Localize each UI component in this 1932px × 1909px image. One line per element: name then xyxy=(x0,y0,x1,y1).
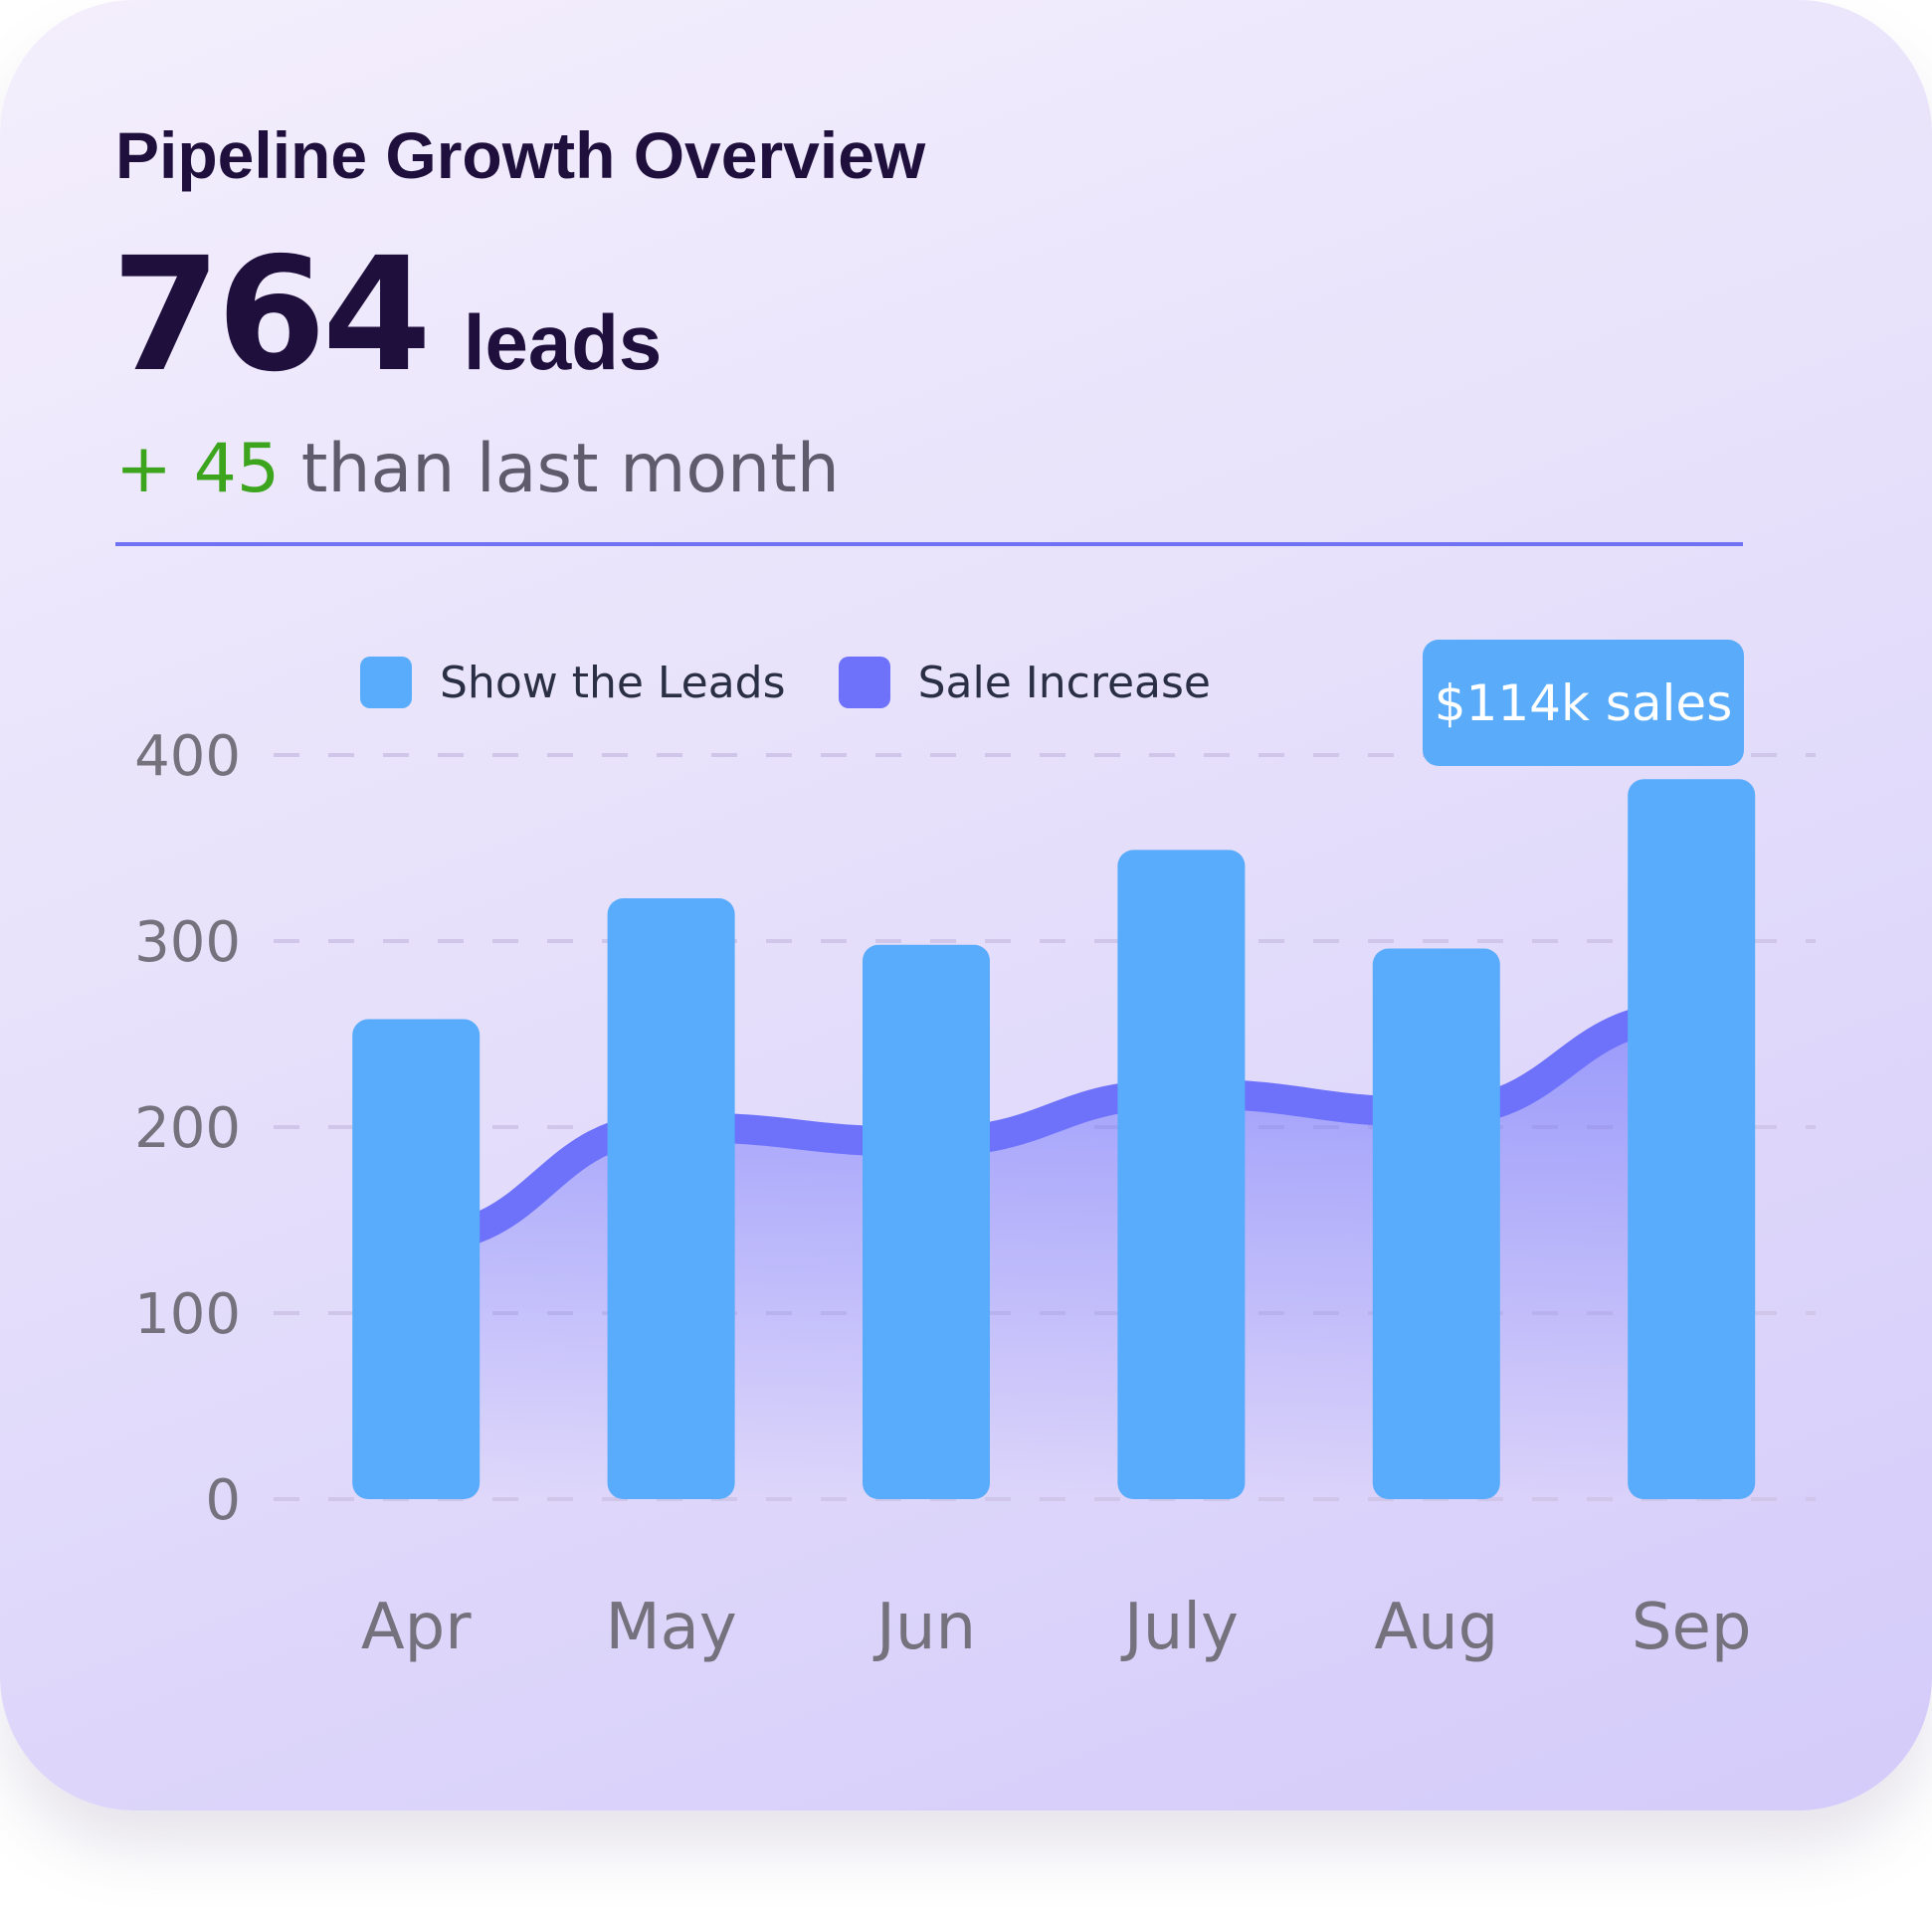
bar-jun xyxy=(863,944,990,1499)
bar-apr xyxy=(352,1019,481,1499)
legend-item-leads[interactable]: Show the Leads xyxy=(360,657,786,708)
kpi-row: 764 leads xyxy=(111,224,662,407)
card-title: Pipeline Growth Overview xyxy=(115,118,926,192)
bar-july xyxy=(1117,850,1246,1499)
sales-badge: $114k sales xyxy=(1423,640,1744,766)
y-tick-label: 200 xyxy=(134,1096,241,1161)
leads-chart: 400 300 200 100 0 Apr May Jun July Aug Sep xyxy=(134,724,1816,1664)
legend-item-sales[interactable]: Sale Increase xyxy=(838,657,1212,708)
x-tick-label: May xyxy=(605,1591,736,1664)
y-tick-label: 300 xyxy=(134,910,241,975)
x-tick-label: Aug xyxy=(1374,1591,1498,1664)
change-prefix: + xyxy=(115,430,172,508)
x-tick-label: Sep xyxy=(1632,1591,1752,1664)
sales-badge-label: $114k sales xyxy=(1434,673,1733,732)
bar-may xyxy=(607,897,735,1499)
chart-legend: Show the Leads Sale Increase xyxy=(360,657,1258,712)
kpi-unit: leads xyxy=(463,298,663,386)
y-tick-label: 400 xyxy=(134,724,241,789)
y-tick-label: 0 xyxy=(205,1468,241,1533)
y-tick-label: 100 xyxy=(134,1282,241,1347)
kpi-value: 764 xyxy=(111,224,432,407)
legend-label-sales: Sale Increase xyxy=(917,657,1212,708)
pipeline-card: Pipeline Growth Overview 764 leads + 45 t… xyxy=(0,0,1932,1811)
divider xyxy=(115,542,1743,546)
x-tick-label: Apr xyxy=(361,1591,472,1664)
legend-label-leads: Show the Leads xyxy=(440,657,786,708)
x-tick-label: July xyxy=(1120,1591,1239,1664)
legend-swatch-leads xyxy=(360,657,412,708)
change-value: 45 xyxy=(193,430,281,508)
change-text: than last month xyxy=(300,430,840,508)
x-tick-label: Jun xyxy=(872,1591,976,1664)
legend-swatch-sales xyxy=(838,657,890,708)
bar-sep xyxy=(1628,779,1756,1499)
change-row: + 45 than last month xyxy=(115,430,840,508)
bar-aug xyxy=(1372,948,1500,1499)
